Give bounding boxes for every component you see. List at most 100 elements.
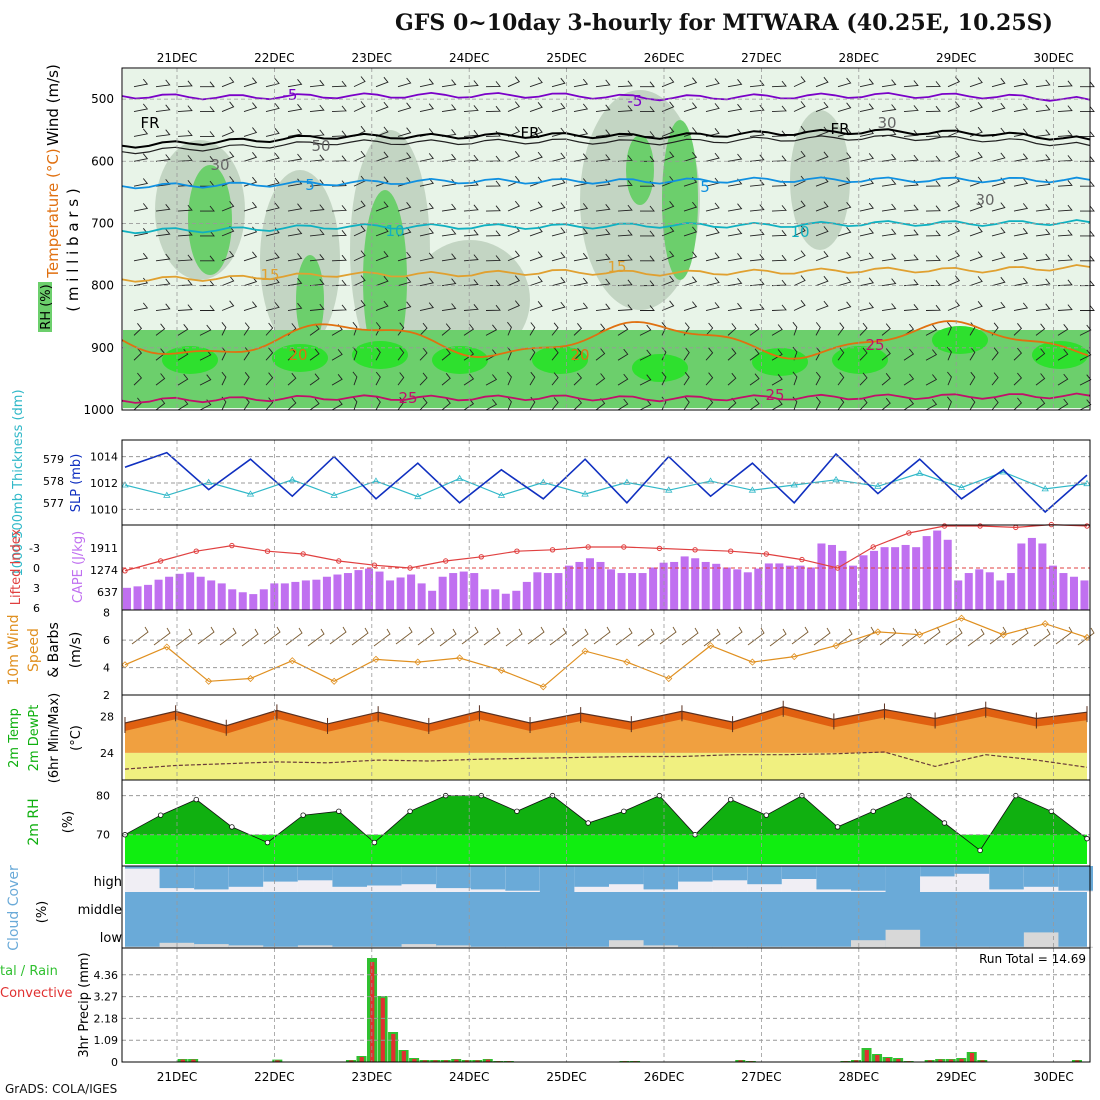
cloud-panel [125, 866, 1093, 948]
wind-barb [881, 178, 897, 187]
wind-barb [881, 104, 897, 112]
wind-barb [969, 201, 983, 212]
precip-convective-bar [738, 1060, 743, 1062]
high-cloud-bar [159, 866, 195, 889]
wind-barb [177, 229, 193, 237]
wind-barbs-axis-label: & Barbs [46, 622, 62, 678]
wind-barb [837, 322, 845, 336]
wind-barb [837, 152, 852, 162]
cape-bar [354, 570, 363, 610]
wind-barb [507, 396, 512, 411]
wind-barb [793, 150, 806, 162]
thickness-point [497, 491, 506, 498]
temp-max-band [125, 706, 1087, 734]
wind-barb [221, 250, 235, 262]
wind-barb [727, 79, 743, 88]
precip-axis-label: 3hr Precip (mm) [77, 952, 92, 1057]
wind-barb [947, 250, 961, 262]
wind-barb [1079, 349, 1092, 361]
high-cloud-bar [885, 866, 921, 892]
precip-convective-bar [401, 1051, 406, 1062]
wind-barb [705, 227, 720, 237]
wind-barb [441, 203, 457, 212]
cape-bar [1038, 543, 1047, 610]
wind-barb [177, 130, 193, 137]
panel-frames [121, 67, 1091, 1063]
rh-axis-label: RH (%) [39, 284, 54, 329]
wind-barb [771, 80, 787, 88]
chart-title: GFS 0~10day 3-hourly for MTWARA (40.25E,… [395, 10, 1053, 36]
wind-barb [397, 202, 412, 212]
wind-barb [287, 397, 297, 411]
cape-bar [207, 580, 216, 610]
rh-legend-swatch [38, 282, 52, 332]
wind-barb [859, 103, 875, 112]
high-cloud-bar [401, 866, 437, 885]
wind-barb [331, 279, 347, 287]
wind-barb [287, 128, 303, 137]
precip-total-legend: tal / Rain [0, 964, 58, 979]
wind-barb [639, 324, 652, 336]
precip-convective-bar [359, 1057, 364, 1062]
low-cloud-bar [574, 946, 609, 948]
surface-wind-barb [549, 627, 567, 646]
high-cloud-gap [125, 866, 160, 892]
cape-bar [722, 567, 731, 610]
wind-barb [947, 151, 961, 162]
li-point [407, 565, 413, 571]
cape-bar [585, 558, 594, 610]
wind-barb [683, 152, 698, 162]
wind-barb [617, 130, 633, 137]
cape-bar [333, 574, 342, 610]
wind-barb [881, 397, 891, 411]
wind-barb [199, 255, 215, 262]
low-cloud-bar [470, 946, 506, 948]
slp-tick-label: 1014 [90, 451, 118, 464]
wind-speed-point [330, 677, 338, 685]
wind-barb [1013, 397, 1023, 411]
cape-bar [1080, 580, 1089, 610]
wind-barb [969, 151, 983, 162]
cape-bar [933, 530, 942, 610]
wind-barb [485, 304, 501, 311]
wind-barb [903, 80, 919, 88]
wind-barb [661, 76, 675, 88]
wind-barb [1079, 305, 1095, 311]
wind-barb [573, 252, 589, 262]
surface-wind-barb [351, 627, 369, 646]
wind-barb [727, 203, 743, 212]
thickness-point [915, 469, 924, 476]
wind-barb [749, 303, 765, 311]
wind-barb [551, 322, 559, 336]
li-point [621, 544, 627, 550]
wind-barb [749, 79, 765, 88]
wind-barb [1013, 347, 1023, 361]
cape-bar [470, 573, 479, 610]
wind-barb [792, 396, 798, 411]
wind-barb [375, 251, 389, 262]
wind-barb [573, 277, 589, 287]
cape-bar [1069, 576, 1078, 610]
wind-barb [595, 278, 611, 287]
wind-barb [749, 254, 765, 262]
wind-barb [177, 180, 193, 187]
contour-label: 30 [975, 191, 994, 209]
low-cloud-bar [920, 946, 955, 948]
cape-bar [375, 571, 384, 610]
li-tick-label: 0 [33, 562, 40, 575]
rh2m-point [977, 847, 983, 854]
precip-frame [121, 947, 1091, 1063]
pressure-tick-label: 700 [91, 216, 114, 230]
wind-barb [573, 372, 583, 386]
cape-tick-label: 637 [97, 586, 118, 599]
low-cloud-bar [436, 945, 471, 948]
wind-barb [617, 373, 629, 386]
wind-barb [287, 372, 297, 386]
axis-labels: 21DEC 21DEC 22DEC 22DEC 23DEC 23DEC 24DEC 24DEC… [0, 51, 1086, 1084]
temperature-axis-label: Temperature (°C) [44, 148, 62, 278]
low-cloud-bar [954, 946, 990, 948]
cape-bar [975, 569, 984, 610]
date-label-top: 21DEC [157, 51, 197, 65]
cape-bar [543, 573, 552, 610]
wind-barb [397, 251, 412, 262]
